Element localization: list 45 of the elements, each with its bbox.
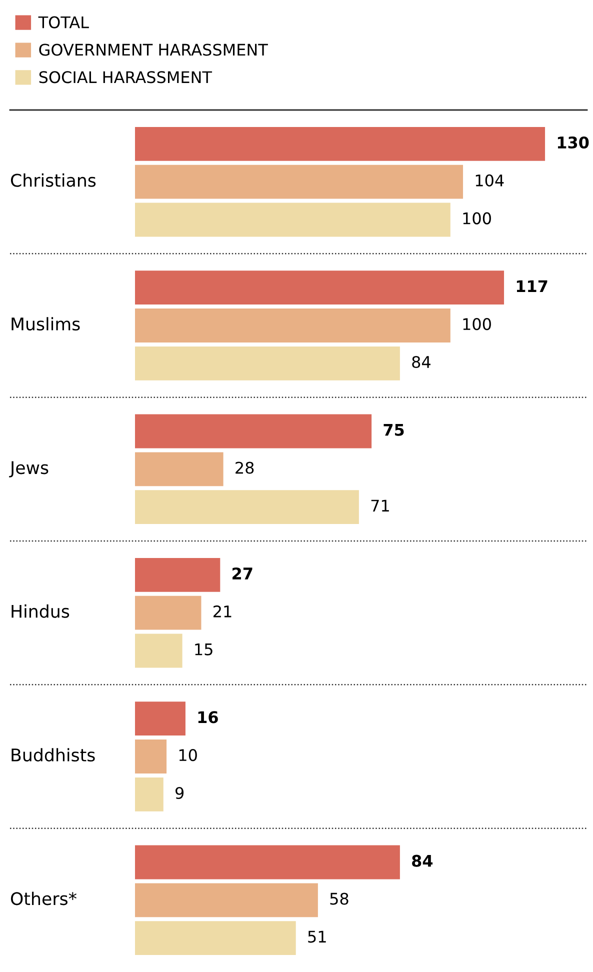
y-tick-label: Jews xyxy=(9,461,48,478)
y-tick-label: Christians xyxy=(10,173,96,187)
legend-label: SOCIAL HARASSMENT xyxy=(39,71,212,84)
data-label: 28 xyxy=(236,462,254,474)
legend-label: TOTAL xyxy=(38,16,89,28)
bar xyxy=(135,414,372,448)
data-label: 10 xyxy=(179,749,197,762)
bar xyxy=(135,702,186,736)
data-label: 100 xyxy=(463,212,491,224)
bar xyxy=(135,490,359,524)
y-tick-label: Others* xyxy=(10,892,76,906)
legend-label: GOVERNMENT HARASSMENT xyxy=(39,44,268,56)
bar xyxy=(135,346,400,380)
bar xyxy=(135,921,296,956)
data-label: 104 xyxy=(476,174,504,186)
data-label: 130 xyxy=(558,136,589,149)
data-label: 84 xyxy=(412,854,433,867)
bar xyxy=(135,845,400,880)
data-label: 100 xyxy=(463,318,491,330)
bar xyxy=(135,883,318,918)
data-label: 9 xyxy=(176,786,184,800)
bar xyxy=(135,202,450,237)
bar xyxy=(135,308,450,342)
bar xyxy=(135,164,464,199)
data-label: 117 xyxy=(516,280,548,292)
bar xyxy=(135,126,546,161)
bar xyxy=(135,270,504,305)
data-label: 84 xyxy=(412,356,430,368)
data-label: 71 xyxy=(371,500,389,512)
y-tick-label: Muslims xyxy=(12,317,80,331)
data-label: 75 xyxy=(384,424,404,436)
bar xyxy=(135,740,167,774)
bar xyxy=(135,558,220,592)
data-label: 27 xyxy=(232,567,252,580)
bar xyxy=(135,452,224,486)
data-label: 21 xyxy=(214,605,232,618)
bar xyxy=(135,777,164,812)
y-tick-label: Hindus xyxy=(12,604,70,618)
data-label: 58 xyxy=(330,892,348,905)
y-tick-label: Buddhists xyxy=(12,748,95,762)
data-label: 51 xyxy=(308,930,326,943)
data-label: 15 xyxy=(195,644,212,656)
bar xyxy=(135,596,202,630)
data-label: 16 xyxy=(198,711,218,724)
bar xyxy=(135,634,182,668)
